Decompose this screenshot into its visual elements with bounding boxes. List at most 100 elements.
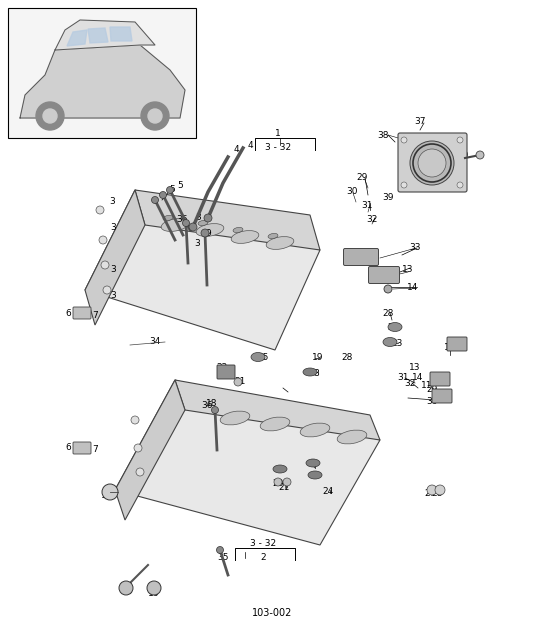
- Ellipse shape: [383, 337, 397, 347]
- Polygon shape: [55, 20, 155, 50]
- FancyBboxPatch shape: [343, 249, 378, 266]
- Circle shape: [43, 109, 57, 123]
- Circle shape: [167, 187, 173, 193]
- FancyBboxPatch shape: [447, 337, 467, 351]
- Text: 21: 21: [278, 482, 290, 492]
- FancyBboxPatch shape: [73, 307, 91, 319]
- Text: 1: 1: [275, 129, 281, 138]
- Circle shape: [136, 468, 144, 476]
- Text: 37: 37: [414, 117, 426, 126]
- Text: 10: 10: [431, 396, 443, 404]
- Text: 12: 12: [444, 344, 456, 352]
- Ellipse shape: [196, 224, 224, 236]
- Circle shape: [119, 581, 133, 595]
- FancyBboxPatch shape: [73, 442, 91, 454]
- Ellipse shape: [306, 459, 320, 467]
- Text: 30: 30: [346, 188, 358, 197]
- Circle shape: [427, 485, 437, 495]
- Text: 24: 24: [323, 487, 334, 497]
- Text: 6: 6: [65, 443, 71, 453]
- Circle shape: [204, 214, 212, 222]
- Circle shape: [457, 137, 463, 143]
- Text: 32: 32: [366, 215, 378, 224]
- Circle shape: [274, 478, 282, 486]
- Text: 36: 36: [176, 215, 187, 224]
- Text: 31: 31: [397, 372, 409, 381]
- Ellipse shape: [337, 430, 367, 444]
- Text: 27: 27: [425, 489, 435, 497]
- Text: 36: 36: [201, 401, 213, 409]
- Text: 39: 39: [413, 143, 425, 151]
- Ellipse shape: [273, 465, 287, 473]
- Polygon shape: [135, 190, 320, 250]
- Ellipse shape: [300, 423, 330, 437]
- Text: 11: 11: [421, 381, 433, 389]
- Circle shape: [102, 484, 118, 500]
- Circle shape: [103, 286, 111, 294]
- Text: 5: 5: [169, 185, 175, 195]
- Text: 13: 13: [409, 364, 421, 372]
- Text: 28: 28: [431, 489, 443, 497]
- Circle shape: [147, 581, 161, 595]
- Circle shape: [131, 416, 139, 424]
- Text: 7: 7: [92, 445, 98, 455]
- Polygon shape: [115, 380, 185, 520]
- Ellipse shape: [161, 219, 189, 231]
- Text: 2: 2: [260, 553, 266, 563]
- Circle shape: [283, 478, 291, 486]
- Ellipse shape: [303, 368, 317, 376]
- Ellipse shape: [251, 352, 265, 362]
- Ellipse shape: [163, 215, 173, 220]
- Text: 13: 13: [402, 266, 414, 274]
- Text: 6: 6: [65, 308, 71, 318]
- Circle shape: [141, 102, 169, 130]
- Circle shape: [457, 182, 463, 188]
- Circle shape: [96, 206, 104, 214]
- FancyBboxPatch shape: [217, 365, 235, 379]
- Text: 30: 30: [426, 398, 438, 406]
- Polygon shape: [85, 190, 320, 350]
- Text: 35: 35: [217, 553, 229, 563]
- Text: 3 - 32: 3 - 32: [265, 143, 291, 151]
- Circle shape: [101, 261, 109, 269]
- Text: 19: 19: [312, 352, 324, 362]
- Text: 28: 28: [341, 352, 353, 362]
- Circle shape: [148, 109, 162, 123]
- Circle shape: [99, 236, 107, 244]
- Text: 3: 3: [110, 266, 116, 274]
- Text: 3: 3: [110, 291, 116, 300]
- Text: 8: 8: [309, 460, 315, 468]
- Text: 23: 23: [391, 338, 403, 347]
- Circle shape: [152, 197, 159, 203]
- Text: 3: 3: [195, 214, 201, 222]
- FancyBboxPatch shape: [398, 133, 467, 192]
- Text: 29: 29: [426, 386, 438, 394]
- Text: 4: 4: [247, 141, 253, 149]
- Circle shape: [476, 151, 484, 159]
- FancyBboxPatch shape: [430, 372, 450, 386]
- Text: 14: 14: [413, 374, 423, 382]
- Text: 4: 4: [233, 146, 239, 154]
- Text: 34: 34: [149, 337, 161, 347]
- Text: 26: 26: [387, 323, 399, 332]
- Circle shape: [134, 444, 142, 452]
- Ellipse shape: [388, 323, 402, 332]
- Circle shape: [189, 223, 197, 231]
- Text: 28: 28: [382, 308, 393, 318]
- Circle shape: [211, 406, 219, 413]
- Ellipse shape: [266, 237, 294, 249]
- Polygon shape: [115, 380, 380, 545]
- Text: 29: 29: [356, 173, 368, 183]
- Ellipse shape: [308, 471, 322, 479]
- Circle shape: [401, 137, 407, 143]
- Ellipse shape: [198, 220, 208, 225]
- Ellipse shape: [231, 230, 259, 244]
- Text: 14: 14: [407, 283, 419, 291]
- Text: 3: 3: [194, 239, 200, 247]
- Text: 39: 39: [382, 193, 393, 202]
- Circle shape: [160, 192, 167, 198]
- Circle shape: [435, 485, 445, 495]
- Text: 22: 22: [216, 362, 228, 372]
- Circle shape: [418, 149, 446, 177]
- Text: 8: 8: [313, 369, 319, 377]
